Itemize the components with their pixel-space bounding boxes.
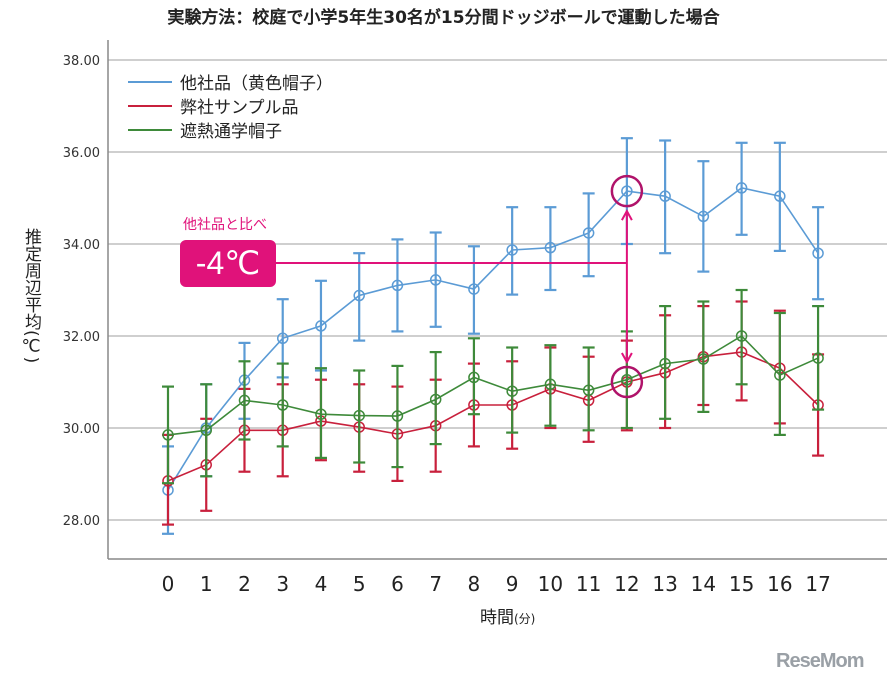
data-point — [506, 385, 518, 397]
x-axis-label-text: 時間 — [480, 608, 514, 628]
y-tick-label: 32.00 — [63, 330, 100, 345]
series-line — [167, 351, 819, 482]
x-tick-label: 6 — [391, 572, 404, 596]
data-point — [353, 409, 365, 422]
x-axis-unit: (分) — [514, 612, 536, 626]
resemom-logo: ReseMom — [776, 650, 864, 672]
data-point — [391, 410, 404, 422]
chart-title: 実験方法：校庭で小学5年生30名が15分間ドッジボールで運動した場合 — [167, 8, 720, 28]
data-point — [735, 182, 748, 194]
annotation-value-badge: -4℃ — [180, 240, 276, 287]
x-axis-label: 時間(分) — [480, 603, 535, 628]
data-point — [162, 429, 174, 441]
data-point — [582, 227, 595, 239]
y-tick-label: 34.00 — [63, 238, 100, 253]
data-point — [544, 378, 557, 391]
highlight-circle-top — [610, 174, 644, 208]
x-tick-label: 14 — [691, 572, 716, 596]
x-tick-label: 9 — [506, 572, 519, 596]
x-tick-label: 17 — [805, 572, 830, 596]
data-point — [735, 330, 748, 342]
data-point — [697, 353, 710, 365]
data-point — [315, 408, 327, 420]
x-tick-label: 5 — [353, 572, 366, 596]
data-point — [353, 289, 365, 302]
x-tick-label: 13 — [652, 572, 677, 596]
annotation-label: 他社品と比べ — [183, 217, 267, 233]
y-tick-label: 30.00 — [63, 422, 100, 437]
data-point — [276, 332, 289, 345]
data-point — [200, 424, 212, 437]
x-tick-label: 3 — [276, 572, 289, 596]
x-tick-label: 15 — [729, 572, 754, 596]
x-tick-label: 7 — [429, 572, 442, 596]
arrowhead-up-icon — [621, 209, 633, 221]
data-point — [774, 369, 786, 381]
data-point — [812, 247, 824, 259]
x-tick-label: 1 — [200, 572, 213, 596]
data-point — [812, 352, 824, 364]
data-point — [659, 357, 671, 370]
legend-label: 弊社サンプル品 — [180, 98, 299, 118]
x-tick-label: 11 — [576, 572, 601, 596]
x-tick-label: 10 — [538, 572, 563, 596]
x-tick-label: 4 — [315, 572, 328, 596]
data-point — [621, 373, 633, 386]
series-line — [167, 187, 819, 491]
data-point — [468, 371, 480, 384]
y-tick-label: 38.00 — [63, 54, 100, 69]
x-tick-label: 12 — [614, 572, 639, 596]
series-line — [167, 334, 819, 436]
y-tick-label: 36.00 — [63, 146, 100, 161]
data-point — [391, 279, 404, 292]
data-point — [582, 384, 595, 397]
x-tick-label: 0 — [162, 572, 175, 596]
data-point — [315, 320, 327, 332]
data-point — [429, 393, 442, 406]
y-tick-label: 28.00 — [63, 514, 100, 529]
y-axis-label: 推定周辺平均(℃) — [21, 228, 41, 364]
data-point — [697, 210, 710, 223]
legend-label: 遮熱通学帽子 — [180, 122, 282, 142]
data-point — [621, 185, 633, 197]
x-tick-label: 16 — [767, 572, 792, 596]
data-point — [429, 274, 442, 286]
x-tick-label: 8 — [468, 572, 481, 596]
data-point — [238, 394, 251, 407]
data-point — [468, 283, 480, 295]
arrowhead-down-icon — [621, 352, 633, 365]
x-tick-label: 2 — [238, 572, 251, 596]
data-point — [659, 190, 671, 202]
data-point — [506, 244, 518, 256]
data-point — [276, 399, 289, 411]
highlight-circle-bottom — [610, 365, 644, 399]
data-point — [774, 190, 786, 202]
legend-label: 他社品（黄色帽子） — [180, 74, 333, 94]
data-point — [544, 241, 557, 254]
